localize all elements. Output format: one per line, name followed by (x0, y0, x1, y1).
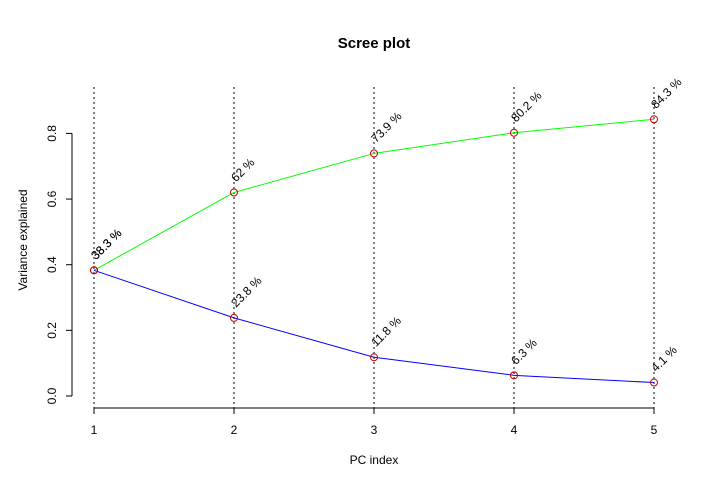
x-tick-label-4: 4 (511, 423, 518, 437)
vertical-guides (93, 87, 655, 408)
axes: 1 2 3 4 5 0.0 0.2 0.4 0.6 0.8 (45, 125, 658, 437)
data-labels: 38.3 %62 %73.9 %80.2 % 84.3 %38.3 %23.8 %… (88, 75, 685, 375)
y-tick-label-0: 0.0 (45, 387, 59, 404)
cumulative-point-3 (370, 149, 378, 158)
individual-point-4 (510, 371, 518, 380)
cumulative-label-2: 62 % (228, 155, 257, 184)
x-axis-label: PC index (350, 453, 399, 467)
y-tick-label-3: 0.6 (45, 190, 59, 207)
individual-label-4: 6.3 % (508, 336, 540, 368)
individual-label-5: 4.1 % (648, 343, 680, 375)
chart-title: Scree plot (338, 35, 411, 52)
individual-point-1 (90, 266, 98, 275)
cumulative-line (93, 118, 655, 271)
individual-line (93, 269, 655, 384)
y-tick-label-1: 0.2 (45, 322, 59, 339)
cumulative-point-4 (510, 128, 518, 137)
x-tick-label-2: 2 (231, 423, 238, 437)
x-tick-label-3: 3 (371, 423, 378, 437)
individual-point-2 (230, 313, 238, 322)
cumulative-point-2 (230, 188, 238, 197)
cumulative-point-5 (650, 115, 658, 124)
x-tick-label-1: 1 (91, 423, 98, 437)
series-group (90, 115, 658, 387)
individual-point-3 (370, 353, 378, 362)
individual-label-1: 38.3 % (88, 226, 125, 263)
y-tick-label-2: 0.4 (45, 256, 59, 273)
individual-point-5 (650, 378, 658, 387)
y-axis-label: Variance explained (16, 189, 30, 290)
y-tick-label-4: 0.8 (45, 125, 59, 142)
x-tick-label-5: 5 (651, 423, 658, 437)
